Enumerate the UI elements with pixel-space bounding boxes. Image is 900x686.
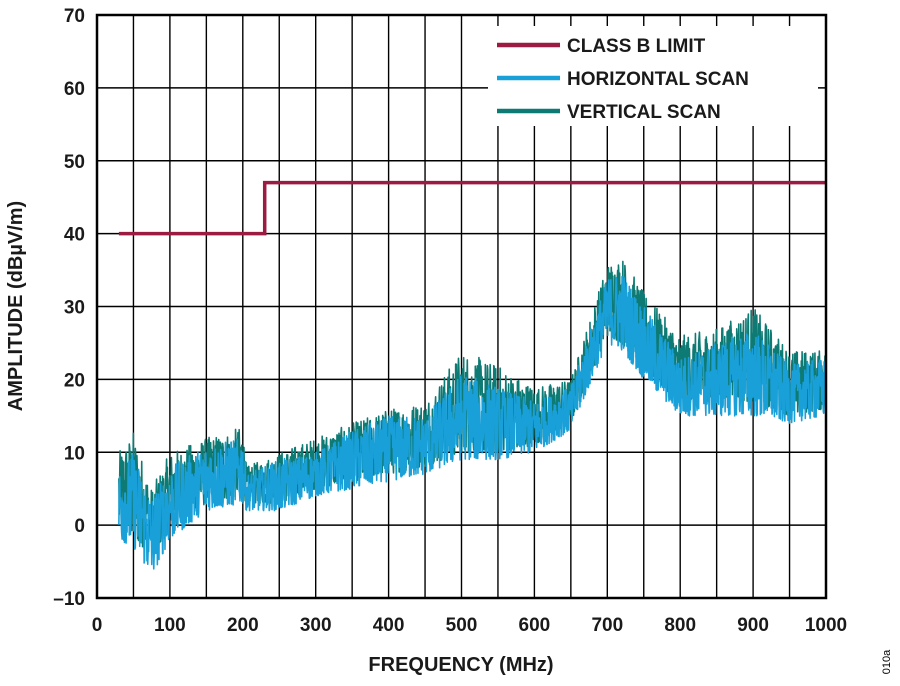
y-tick-label: 40	[64, 225, 85, 246]
y-tick-label: 70	[64, 6, 85, 27]
x-tick-label: 900	[737, 615, 769, 636]
x-tick-label: 600	[519, 615, 551, 636]
legend-label: VERTICAL SCAN	[567, 102, 721, 123]
series-layer	[118, 180, 827, 570]
y-tick-label: 0	[74, 516, 85, 537]
x-tick-label: 500	[446, 615, 478, 636]
y-tick-label: –10	[53, 589, 85, 610]
y-tick-label: 20	[64, 370, 85, 391]
x-tick-label: 0	[92, 615, 103, 636]
class-b-limit-line	[118, 180, 826, 236]
x-tick-label: 300	[300, 615, 332, 636]
y-tick-labels: –10 0 10 20 30 40 50 60 70	[53, 6, 85, 610]
plot-frame	[95, 13, 828, 600]
figure-id: 010a	[881, 649, 893, 674]
legend-label: CLASS B LIMIT	[567, 36, 706, 57]
x-tick-label: 800	[664, 615, 696, 636]
y-tick-label: 10	[64, 443, 85, 464]
x-axis-title: FREQUENCY (MHz)	[368, 654, 553, 676]
x-tick-labels: 0 100 200 300 400 500 600 700 800 900 1000	[92, 615, 847, 636]
y-axis-title: AMPLITUDE (dBµV/m)	[5, 201, 27, 411]
y-tick-label: 60	[64, 79, 85, 100]
y-tick-label: 30	[64, 298, 85, 319]
y-tick-label: 50	[64, 152, 85, 173]
horizontal-scan-line	[118, 275, 827, 570]
x-tick-label: 100	[154, 615, 186, 636]
x-tick-label: 400	[373, 615, 405, 636]
legend-label: HORIZONTAL SCAN	[567, 69, 749, 90]
x-tick-label: 700	[591, 615, 623, 636]
x-tick-label: 1000	[805, 615, 847, 636]
legend: CLASS B LIMIT HORIZONTAL SCAN VERTICAL SCA…	[497, 36, 749, 123]
x-tick-label: 200	[227, 615, 259, 636]
